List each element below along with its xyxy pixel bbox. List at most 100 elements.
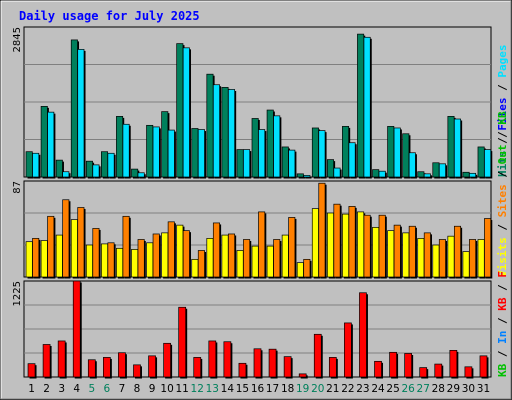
bar-kb-f: [283, 356, 292, 378]
legend-separator: /: [496, 125, 509, 145]
day-label: 25: [386, 383, 399, 395]
x-axis-day-labels: 1 2 3 4 5 6 7 8 9 10 11 12 13 14 15 16 17 18 19 20 21 22 23 24 2…: [28, 383, 490, 395]
bar-visits: [161, 232, 169, 278]
bar-kb-f: [223, 341, 232, 378]
day-label: 23: [356, 383, 369, 395]
bar-sites: [137, 239, 145, 278]
bar-sites: [348, 206, 356, 278]
bar-hits: [447, 116, 455, 178]
day-label: 1: [28, 383, 35, 395]
legend-item: Files: [496, 98, 509, 131]
bar-visits: [477, 239, 485, 278]
bar-hits: [387, 126, 395, 178]
legend-item: Pages: [496, 45, 509, 78]
day-label: 4: [73, 383, 80, 395]
bar-files: [228, 89, 236, 178]
bar-visits: [251, 245, 259, 278]
bar-sites: [333, 203, 341, 278]
day-label: 26: [401, 383, 415, 395]
bar-visits: [266, 245, 274, 278]
legend-top: Hits / Files / Pages: [496, 45, 509, 178]
bar-visits: [372, 226, 380, 278]
bar-files: [167, 129, 175, 178]
bar-sites: [197, 250, 205, 278]
bar-visits: [326, 212, 334, 278]
bar-files: [333, 167, 341, 178]
day-label: 5: [88, 383, 95, 395]
bar-hits: [55, 159, 63, 178]
chart-title: Daily usage for July 2025: [19, 9, 200, 23]
bar-files: [273, 115, 281, 178]
bar-files: [47, 111, 55, 178]
bar-hits: [342, 126, 350, 178]
bar-visits: [206, 238, 214, 278]
bar-files: [62, 171, 70, 178]
bar-files: [318, 130, 326, 178]
bar-kb-f: [313, 333, 322, 378]
day-label: 20: [311, 383, 324, 395]
bar-hits: [85, 160, 93, 178]
day-label: 7: [119, 383, 126, 395]
bar-hits: [146, 124, 154, 178]
panel-bottom: 1225 KB / In / KB / F: [12, 271, 509, 379]
legend-item: F: [496, 271, 509, 278]
bar-visits: [281, 234, 289, 278]
bar-sites: [122, 215, 130, 278]
legend-item: In: [496, 331, 509, 344]
bar-kb-f: [268, 348, 277, 378]
bar-files: [92, 164, 100, 178]
bar-kb-f: [118, 352, 126, 378]
legend-item: KB: [496, 297, 509, 311]
bar-files: [484, 149, 492, 178]
legend-separator: /: [496, 78, 509, 98]
bar-files: [137, 172, 145, 178]
bar-files: [453, 118, 461, 178]
day-label: 10: [160, 383, 173, 395]
bar-hits: [70, 39, 78, 178]
bar-kb-f: [148, 355, 156, 378]
legend-separator: /: [496, 217, 509, 237]
day-label: 30: [462, 383, 475, 395]
bar-visits: [101, 243, 109, 278]
bar-kb-f: [464, 366, 473, 378]
bar-kb-f: [72, 280, 81, 378]
day-label: 8: [134, 383, 141, 395]
legend-bottom: KB / In / KB / F: [496, 271, 509, 377]
bar-hits: [176, 43, 184, 178]
day-label: 19: [296, 383, 309, 395]
bar-hits: [372, 169, 380, 178]
bar-sites: [107, 242, 115, 278]
bar-sites: [182, 230, 190, 278]
day-label: 15: [236, 383, 249, 395]
day-label: 17: [266, 383, 279, 395]
bar-visits: [116, 247, 124, 278]
bar-files: [469, 172, 477, 178]
bar-visits: [131, 249, 139, 278]
bar-files: [197, 129, 205, 178]
bar-kb-f: [87, 359, 96, 378]
bar-hits: [206, 73, 214, 178]
bar-sites: [92, 228, 100, 278]
bar-files: [122, 123, 130, 178]
bar-files: [438, 163, 446, 178]
bar-visits: [55, 234, 63, 278]
bar-files: [107, 152, 115, 178]
day-label: 16: [251, 383, 265, 395]
bar-sites: [393, 224, 401, 278]
bar-sites: [423, 232, 431, 278]
bar-hits: [462, 171, 470, 178]
bar-sites: [152, 233, 160, 278]
bar-sites: [303, 258, 311, 278]
bar-hits: [101, 151, 109, 178]
bar-kb-f: [253, 348, 262, 378]
day-label: 13: [206, 383, 219, 395]
legend-middle: Visits / Sites / Out / KB: [496, 111, 509, 277]
legend-separator: /: [496, 164, 509, 184]
bar-kb-f: [57, 340, 66, 378]
bar-files: [32, 152, 40, 178]
bar-hits: [251, 118, 259, 178]
bar-visits: [146, 242, 154, 278]
bar-hits: [432, 162, 440, 178]
bar-sites: [318, 182, 326, 278]
bar-sites: [288, 217, 296, 278]
